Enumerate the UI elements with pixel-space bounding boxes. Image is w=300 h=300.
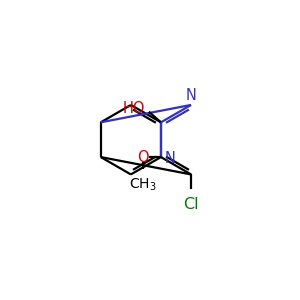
Text: N: N [186, 88, 196, 103]
Text: HO: HO [122, 101, 145, 116]
Text: N: N [165, 151, 176, 166]
Text: Cl: Cl [183, 197, 199, 212]
Text: CH$_3$: CH$_3$ [129, 177, 157, 193]
Text: O: O [137, 150, 148, 165]
